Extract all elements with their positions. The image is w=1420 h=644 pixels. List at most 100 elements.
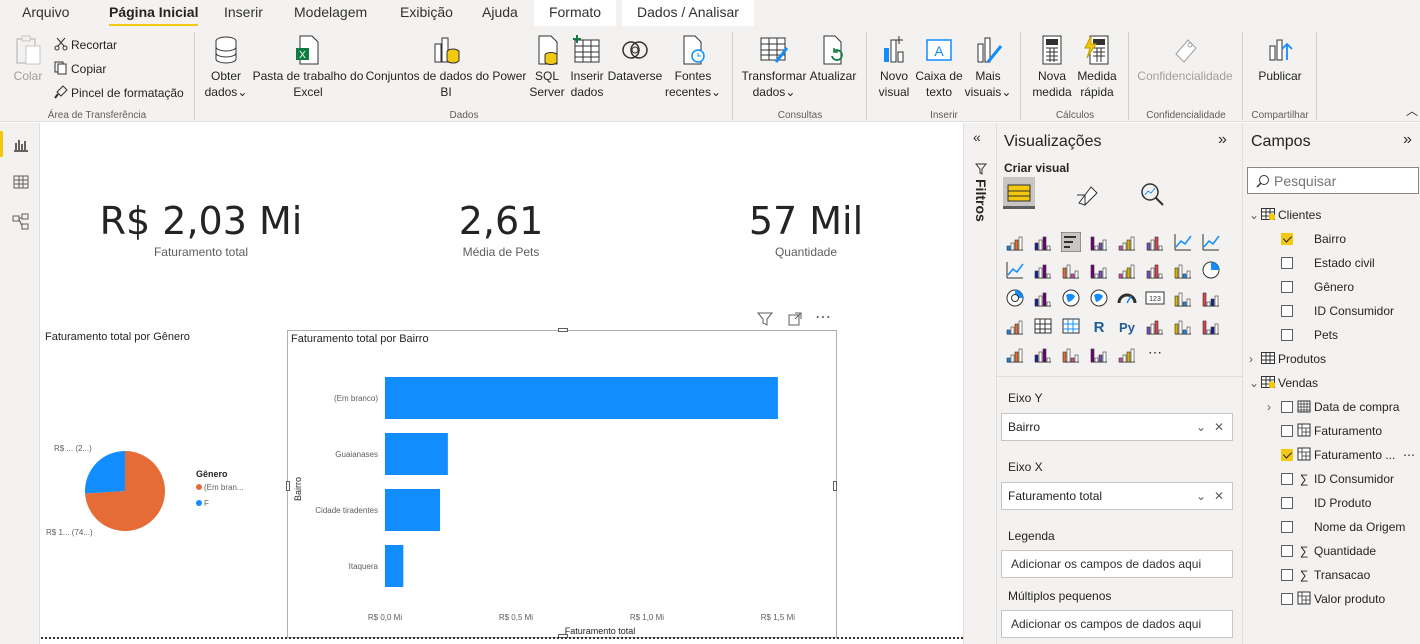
clustered-bar-chart-icon[interactable] bbox=[1061, 232, 1081, 252]
field-item[interactable]: Nome da Origem bbox=[1297, 517, 1419, 537]
card-icon[interactable]: 123 bbox=[1145, 288, 1165, 308]
transform-data-button[interactable]: Transformar dados⌄ bbox=[740, 34, 808, 100]
excel-button[interactable]: X Pasta de trabalho do Excel bbox=[252, 34, 364, 100]
stacked-bar-chart-icon[interactable] bbox=[1005, 232, 1025, 252]
more-options-icon[interactable]: ⋯ bbox=[815, 309, 831, 326]
table-row[interactable]: › Produtos bbox=[1249, 349, 1419, 369]
data-view-icon[interactable] bbox=[12, 173, 30, 191]
field-item[interactable]: Bairro bbox=[1297, 229, 1419, 249]
field-item[interactable]: Faturamento ... bbox=[1297, 445, 1419, 465]
format-painter-button[interactable]: Pincel de formatação bbox=[54, 84, 184, 102]
field-checkbox[interactable] bbox=[1281, 569, 1293, 581]
treemap-icon[interactable] bbox=[1033, 288, 1053, 308]
more-options-icon[interactable]: ⋯ bbox=[1403, 448, 1415, 462]
kpi-card-media-pets[interactable]: 2,61 Média de Pets bbox=[421, 199, 581, 259]
chevron-right-icon[interactable]: › bbox=[1249, 352, 1253, 366]
field-checkbox[interactable] bbox=[1281, 401, 1293, 413]
line-clustered-column-chart-icon[interactable] bbox=[1061, 260, 1081, 280]
resize-handle[interactable] bbox=[833, 481, 837, 491]
bar[interactable] bbox=[385, 489, 441, 531]
chevron-right-icon[interactable]: › bbox=[1267, 400, 1271, 414]
well-legenda[interactable]: Adicionar os campos de dados aqui bbox=[1001, 550, 1233, 578]
cut-button[interactable]: Recortar bbox=[54, 36, 117, 54]
stacked-column-chart-icon[interactable] bbox=[1033, 232, 1053, 252]
field-item[interactable]: ID Consumidor bbox=[1297, 301, 1419, 321]
field-item[interactable]: Valor produto bbox=[1297, 589, 1419, 609]
pie-chart-icon[interactable] bbox=[1201, 260, 1221, 280]
close-icon[interactable]: ✕ bbox=[1213, 489, 1224, 503]
area-chart-icon[interactable] bbox=[1201, 232, 1221, 252]
sql-server-button[interactable]: SQL Server bbox=[528, 34, 566, 100]
field-item[interactable]: Data de compra bbox=[1297, 397, 1419, 417]
qa-visual-icon[interactable] bbox=[1201, 316, 1221, 336]
new-measure-button[interactable]: Nova medida bbox=[1030, 34, 1074, 100]
kpi-card-faturamento[interactable]: R$ 2,03 Mi Faturamento total bbox=[91, 199, 311, 259]
recent-sources-button[interactable]: Fontes recentes⌄ bbox=[663, 34, 723, 100]
multi-row-card-icon[interactable] bbox=[1173, 288, 1193, 308]
map-icon[interactable] bbox=[1061, 288, 1081, 308]
tab-formato[interactable]: Formato bbox=[534, 0, 616, 26]
expand-right-icon[interactable]: » bbox=[1218, 131, 1227, 148]
field-checkbox[interactable] bbox=[1281, 257, 1293, 269]
chevron-down-icon[interactable]: ⌄ bbox=[1249, 208, 1260, 222]
collapse-left-icon[interactable]: « bbox=[973, 129, 981, 145]
100-stacked-column-chart-icon[interactable] bbox=[1145, 232, 1165, 252]
table-icon[interactable] bbox=[1033, 316, 1053, 336]
build-visual-tab[interactable] bbox=[1003, 177, 1035, 209]
format-visual-icon[interactable] bbox=[1075, 183, 1101, 207]
field-checkbox[interactable] bbox=[1281, 281, 1293, 293]
tab-exibicao[interactable]: Exibição bbox=[400, 4, 453, 20]
field-item[interactable]: ∑ Quantidade bbox=[1297, 541, 1419, 561]
chevron-down-icon[interactable]: ⌄ bbox=[1195, 489, 1206, 503]
more-visuals-icon[interactable]: ⋯ bbox=[1145, 344, 1165, 364]
stacked-area-chart-icon[interactable] bbox=[1005, 260, 1025, 280]
field-checkbox[interactable] bbox=[1281, 521, 1293, 533]
textbox-button[interactable]: A Caixa de texto bbox=[914, 34, 964, 100]
report-view-icon[interactable] bbox=[12, 135, 30, 153]
power-apps-icon[interactable] bbox=[1089, 344, 1109, 364]
python-visual-icon[interactable]: Py bbox=[1117, 316, 1137, 336]
filter-icon[interactable] bbox=[756, 311, 774, 330]
search-input[interactable] bbox=[1274, 171, 1414, 190]
bar-chart[interactable]: (Em branco) Guaianases Cidade tiradentes It… bbox=[288, 331, 838, 639]
resize-handle[interactable] bbox=[558, 328, 568, 332]
analytics-icon[interactable] bbox=[1139, 181, 1165, 207]
smart-narrative-icon[interactable] bbox=[1033, 344, 1053, 364]
field-checkbox[interactable] bbox=[1281, 497, 1293, 509]
pie-slice[interactable] bbox=[85, 451, 125, 494]
field-item[interactable]: Gênero bbox=[1297, 277, 1419, 297]
enter-data-button[interactable]: Inserir dados bbox=[567, 34, 607, 100]
tab-dados-analisar[interactable]: Dados / Analisar bbox=[622, 0, 754, 26]
tab-arquivo[interactable]: Arquivo bbox=[22, 4, 70, 20]
powerbi-datasets-button[interactable]: Conjuntos de dados do Power BI bbox=[364, 34, 528, 100]
expand-right-icon[interactable]: » bbox=[1403, 131, 1412, 148]
model-view-icon[interactable] bbox=[12, 213, 30, 231]
tab-pagina-inicial[interactable]: Página Inicial bbox=[109, 0, 199, 27]
field-item[interactable]: ∑ ID Consumidor bbox=[1297, 469, 1419, 489]
r-visual-icon[interactable]: R bbox=[1089, 316, 1109, 336]
field-checkbox[interactable] bbox=[1281, 449, 1293, 461]
line-chart-icon[interactable] bbox=[1173, 232, 1193, 252]
well-multiplos-pequenos[interactable]: Adicionar os campos de dados aqui bbox=[1001, 610, 1233, 638]
paginated-report-icon[interactable] bbox=[1005, 344, 1025, 364]
field-checkbox[interactable] bbox=[1281, 593, 1293, 605]
field-checkbox[interactable] bbox=[1281, 545, 1293, 557]
scatter-chart-icon[interactable] bbox=[1173, 260, 1193, 280]
field-item[interactable]: ID Produto bbox=[1297, 493, 1419, 513]
kpi-card-quantidade[interactable]: 57 Mil Quantidade bbox=[721, 199, 891, 259]
metrics-icon[interactable] bbox=[1061, 344, 1081, 364]
resize-handle[interactable] bbox=[286, 481, 290, 491]
publish-button[interactable]: Publicar bbox=[1252, 34, 1308, 84]
tab-inserir[interactable]: Inserir bbox=[224, 4, 263, 20]
chevron-down-icon[interactable]: ⌄ bbox=[1249, 376, 1260, 390]
table-row[interactable]: ⌄ Vendas bbox=[1249, 373, 1419, 393]
slicer-icon[interactable] bbox=[1005, 316, 1025, 336]
bar[interactable] bbox=[385, 545, 404, 587]
key-influencers-icon[interactable] bbox=[1145, 316, 1165, 336]
decomposition-tree-icon[interactable] bbox=[1173, 316, 1193, 336]
donut-chart-icon[interactable] bbox=[1005, 288, 1025, 308]
field-checkbox[interactable] bbox=[1281, 329, 1293, 341]
search-box[interactable] bbox=[1247, 167, 1419, 194]
field-item[interactable]: Estado civil bbox=[1297, 253, 1419, 273]
close-icon[interactable]: ✕ bbox=[1213, 420, 1224, 434]
